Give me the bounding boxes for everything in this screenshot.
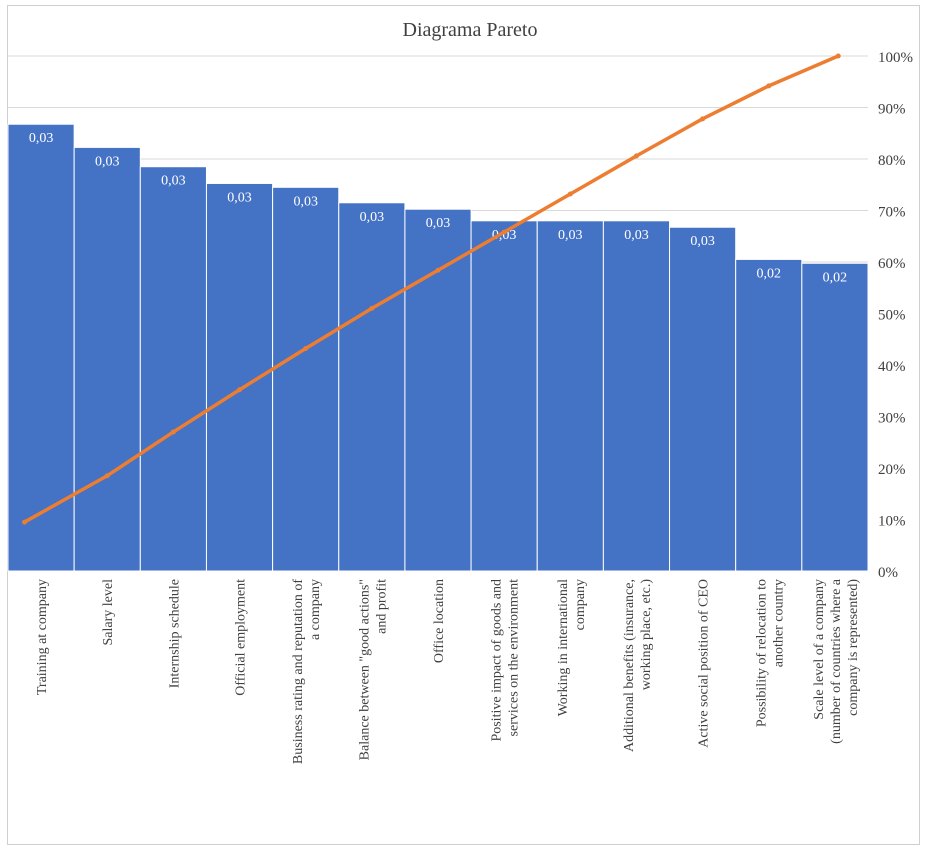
category-label: Training at company xyxy=(35,579,50,695)
y2-tick-label: 0% xyxy=(878,565,898,581)
category-label: Salary level xyxy=(101,579,116,646)
bar xyxy=(801,262,869,572)
cumulative-point xyxy=(435,267,441,273)
category-label: Internship schedule xyxy=(167,579,182,688)
cumulative-point xyxy=(303,346,309,352)
y2-tick-label: 100% xyxy=(878,50,913,66)
y2-tick-label: 60% xyxy=(878,256,906,272)
cumulative-point xyxy=(170,429,176,435)
data-label: 0,03 xyxy=(690,234,715,249)
bar xyxy=(404,208,472,572)
data-label: 0,03 xyxy=(95,154,120,169)
y2-tick-label: 90% xyxy=(878,102,906,118)
category-label: Working in international company xyxy=(556,579,588,716)
cumulative-point xyxy=(700,116,706,122)
data-label: 0,03 xyxy=(293,194,318,209)
bar xyxy=(272,186,340,572)
y2-tick-label: 70% xyxy=(878,205,906,221)
category-label: Additional benefits (insurance, working p… xyxy=(622,579,654,752)
bar xyxy=(669,226,737,572)
data-label: 0,02 xyxy=(823,270,848,285)
data-label: 0,03 xyxy=(426,216,451,231)
cumulative-point xyxy=(104,473,110,479)
cumulative-point xyxy=(835,53,841,59)
category-label: Balance between "good actions" and profit xyxy=(357,579,389,760)
data-label: 0,03 xyxy=(29,131,54,146)
cumulative-point xyxy=(237,387,243,393)
bar xyxy=(470,220,538,572)
cumulative-point xyxy=(369,305,375,311)
category-label: Active social position of CEO xyxy=(697,579,712,748)
chart-title: Diagrama Pareto xyxy=(402,19,538,41)
cumulative-point xyxy=(501,229,507,235)
category-label: Scale level of a company (number of count… xyxy=(812,578,861,744)
data-label: 0,03 xyxy=(227,190,252,205)
category-label: Positive impact of goods and services on … xyxy=(490,579,522,742)
data-label: 0,03 xyxy=(558,228,583,243)
data-label: 0,03 xyxy=(161,174,186,189)
y2-tick-label: 30% xyxy=(878,411,906,427)
cumulative-point xyxy=(22,519,28,525)
y2-tick-label: 50% xyxy=(878,308,906,324)
bar xyxy=(602,220,671,572)
y2-tick-label: 20% xyxy=(878,462,906,478)
bar xyxy=(536,220,604,572)
cumulative-point xyxy=(633,153,639,159)
bar xyxy=(139,166,207,572)
bar xyxy=(735,258,803,572)
bar xyxy=(73,146,141,572)
cumulative-point xyxy=(766,83,772,89)
cumulative-point xyxy=(567,191,573,197)
data-label: 0,03 xyxy=(492,228,517,243)
y2-tick-label: 80% xyxy=(878,153,906,169)
data-label: 0,02 xyxy=(757,266,782,281)
category-label: Possibility of relocation to another coun… xyxy=(754,579,786,727)
data-label: 0,03 xyxy=(624,228,649,243)
data-label: 0,03 xyxy=(360,210,385,225)
bar xyxy=(7,123,75,572)
y2-tick-label: 10% xyxy=(878,514,906,530)
category-label: Office location xyxy=(432,579,447,663)
category-label: Official employment xyxy=(234,579,249,696)
category-label: Business rating and reputation of a compa… xyxy=(291,579,323,764)
y2-tick-label: 40% xyxy=(878,359,906,375)
bar xyxy=(338,202,406,572)
